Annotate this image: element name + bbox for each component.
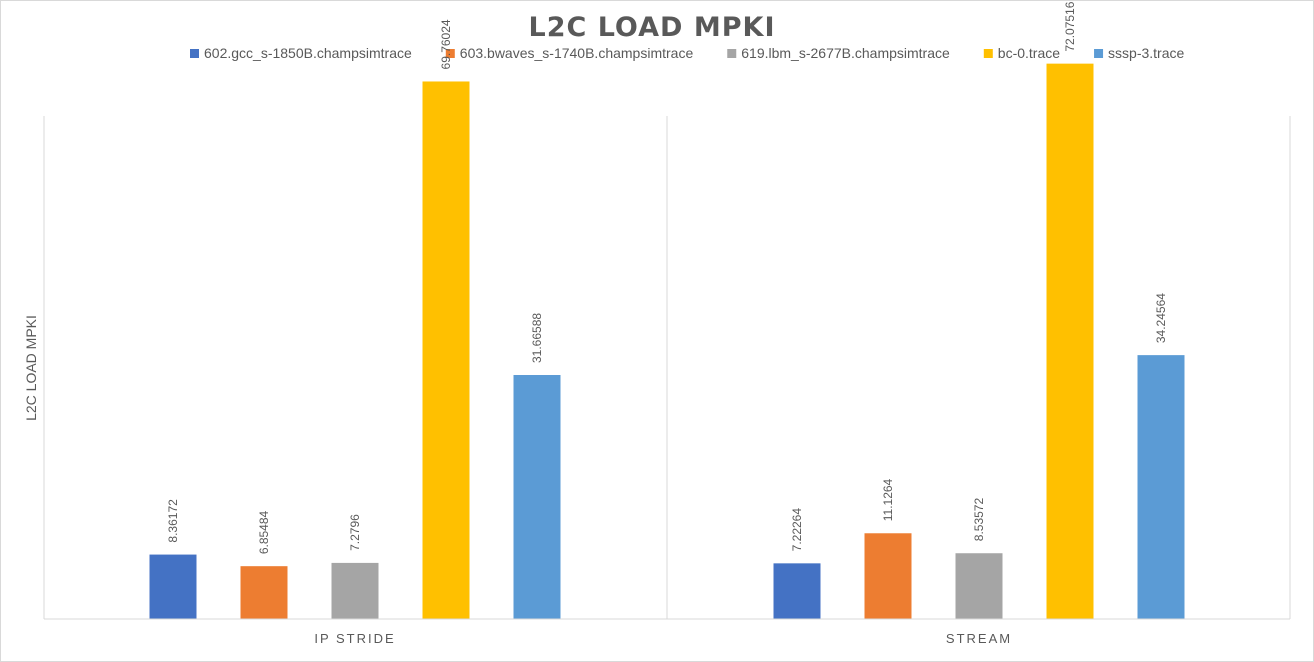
legend-item: 619.lbm_s-2677B.champsimtrace bbox=[727, 45, 950, 61]
bar bbox=[955, 553, 1003, 619]
legend-swatch bbox=[727, 49, 737, 58]
legend-label: 619.lbm_s-2677B.champsimtrace bbox=[741, 45, 950, 61]
legend-swatch bbox=[190, 49, 199, 58]
legend-item: sssp-3.trace bbox=[1094, 45, 1185, 61]
data-label: 11.1264 bbox=[881, 478, 895, 521]
bar bbox=[422, 81, 470, 620]
category-separators bbox=[43, 116, 1291, 619]
bar bbox=[773, 563, 821, 619]
data-label: 31.66588 bbox=[530, 313, 544, 363]
chart-title: L2C LOAD MPKI bbox=[528, 12, 775, 43]
legend-label: 603.bwaves_s-1740B.champsimtrace bbox=[460, 45, 694, 61]
data-label: 8.36172 bbox=[166, 499, 180, 543]
bar bbox=[864, 533, 912, 619]
legend-swatch bbox=[445, 49, 455, 58]
legend-item: bc-0.trace bbox=[983, 45, 1060, 61]
legend-swatch bbox=[1094, 49, 1104, 58]
legend-item: 603.bwaves_s-1740B.champsimtrace bbox=[445, 45, 694, 61]
y-axis-label: L2C LOAD MPKI bbox=[23, 315, 39, 421]
data-label: 8.53572 bbox=[972, 498, 986, 542]
data-label: 72.07516 bbox=[1063, 1, 1077, 51]
data-label: 34.24564 bbox=[1154, 293, 1168, 343]
bar bbox=[331, 562, 379, 619]
legend-label: sssp-3.trace bbox=[1108, 45, 1184, 61]
legend: 602.gcc_s-1850B.champsimtrace 603.bwaves_… bbox=[190, 45, 1185, 61]
bar bbox=[149, 554, 197, 619]
bar bbox=[1137, 355, 1185, 619]
category-label: IP STRIDE bbox=[314, 631, 395, 646]
data-label: 7.22264 bbox=[790, 508, 804, 552]
data-label: 6.85484 bbox=[257, 510, 271, 554]
bar bbox=[240, 566, 288, 619]
legend-swatch bbox=[983, 49, 993, 58]
bar bbox=[1046, 63, 1094, 619]
data-labels: 8.36172 7.22264 6.85484 11.1264 7.2796 8.5357… bbox=[166, 1, 1168, 554]
bars bbox=[149, 63, 1185, 620]
category-labels: IP STRIDE STREAM bbox=[314, 631, 1012, 646]
data-label: 7.2796 bbox=[348, 514, 362, 551]
legend-item: 602.gcc_s-1850B.champsimtrace bbox=[190, 45, 412, 61]
bar bbox=[513, 375, 561, 619]
legend-label: bc-0.trace bbox=[998, 45, 1060, 61]
category-label: STREAM bbox=[946, 631, 1012, 646]
data-label: 69.76024 bbox=[439, 19, 453, 69]
legend-label: 602.gcc_s-1850B.champsimtrace bbox=[204, 45, 412, 61]
